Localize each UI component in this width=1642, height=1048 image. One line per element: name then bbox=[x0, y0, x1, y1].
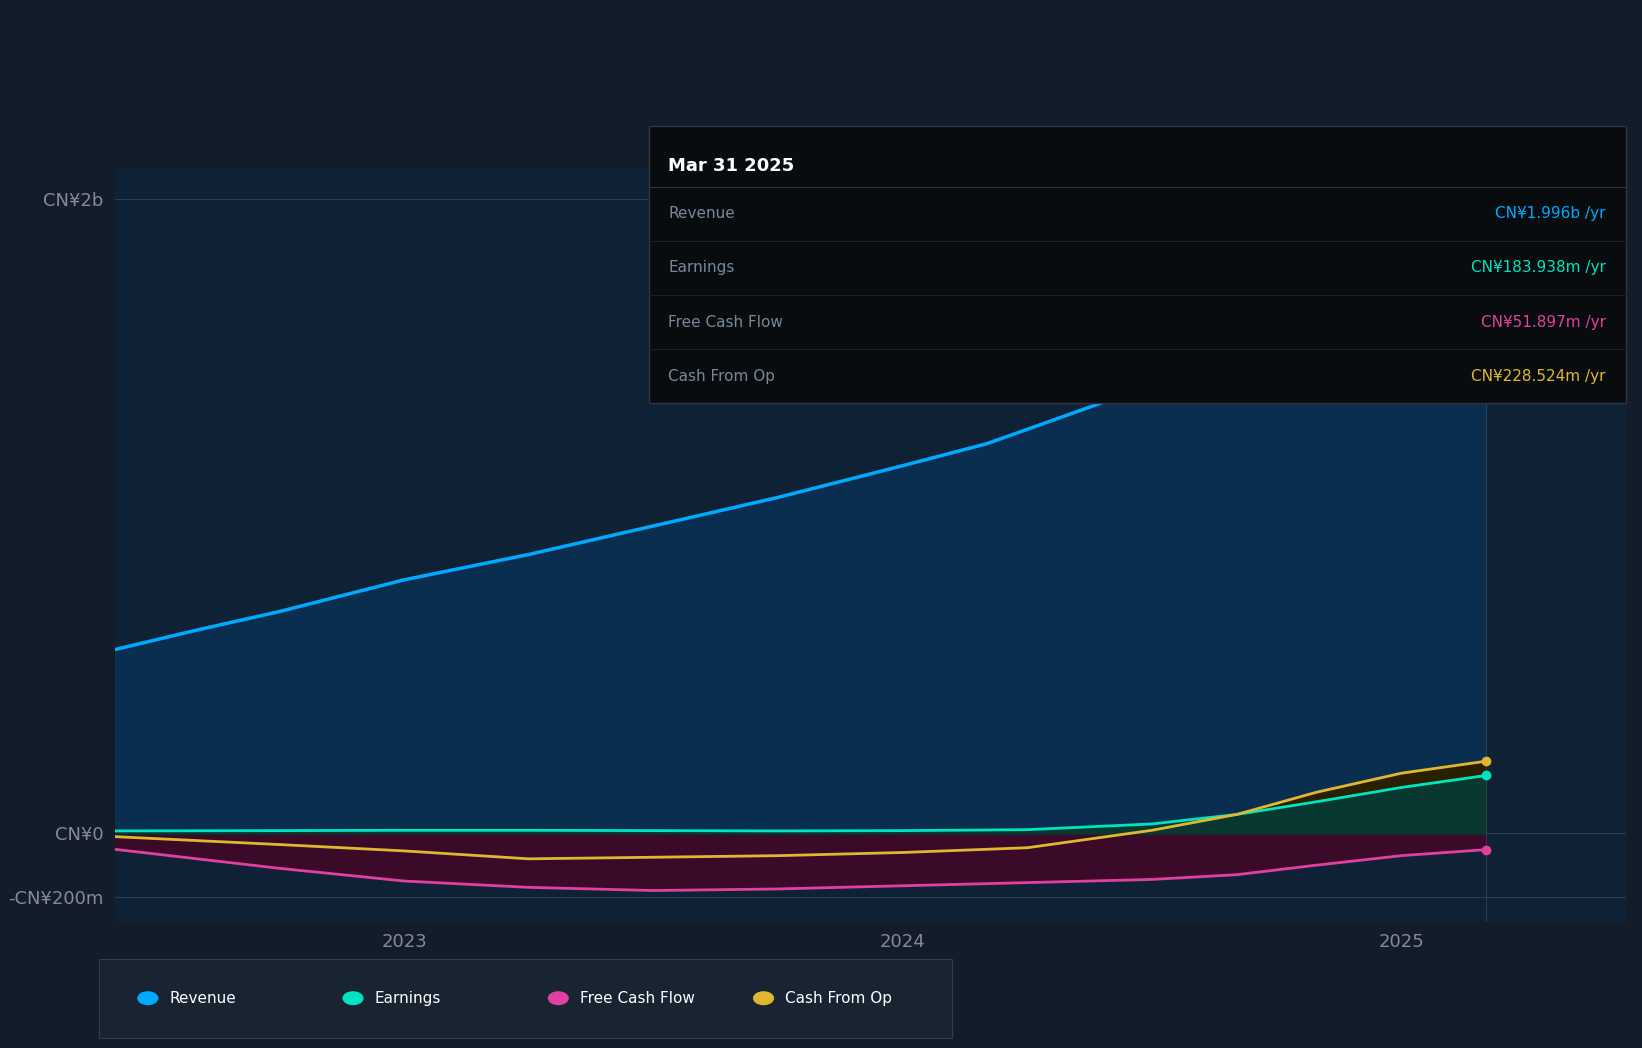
Text: Free Cash Flow: Free Cash Flow bbox=[668, 314, 783, 330]
Text: Free Cash Flow: Free Cash Flow bbox=[580, 990, 695, 1006]
Text: CN¥183.938m /yr: CN¥183.938m /yr bbox=[1471, 260, 1606, 276]
Text: Revenue: Revenue bbox=[668, 206, 736, 221]
Text: Revenue: Revenue bbox=[169, 990, 236, 1006]
Text: Earnings: Earnings bbox=[374, 990, 440, 1006]
Text: Cash From Op: Cash From Op bbox=[668, 369, 775, 384]
Text: Mar 31 2025: Mar 31 2025 bbox=[668, 156, 795, 175]
Text: Earnings: Earnings bbox=[668, 260, 734, 276]
Text: Cash From Op: Cash From Op bbox=[785, 990, 892, 1006]
Text: Past: Past bbox=[1491, 212, 1525, 231]
Text: CN¥51.897m /yr: CN¥51.897m /yr bbox=[1481, 314, 1606, 330]
Text: CN¥228.524m /yr: CN¥228.524m /yr bbox=[1471, 369, 1606, 384]
Text: CN¥1.996b /yr: CN¥1.996b /yr bbox=[1496, 206, 1606, 221]
